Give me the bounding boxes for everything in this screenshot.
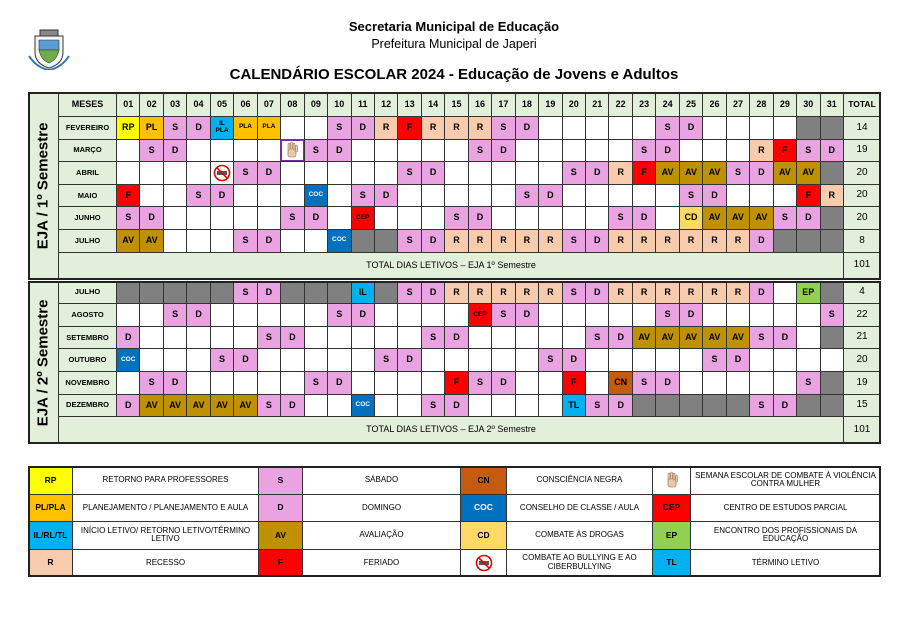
org: Secretaria Municipal de Educação	[348, 19, 560, 34]
semester-side: EJA / 2º Semestre	[28, 280, 59, 445]
legend-text: ENCONTRO DOS PROFISSIONAIS DA EDUCAÇÃO	[690, 521, 881, 550]
legend-code: AV	[258, 521, 303, 550]
semester-side: EJA / 1º Semestre	[28, 92, 59, 280]
legend-code: EP	[652, 521, 691, 550]
day-header: 08	[280, 92, 305, 117]
hand-icon	[667, 472, 678, 488]
legend-text: RECESSO	[72, 548, 259, 577]
no-bullying-icon	[213, 164, 231, 182]
icon-cell	[209, 161, 235, 185]
legend-code: IL/RL/TL	[28, 521, 73, 550]
semester-total: 101	[843, 416, 881, 445]
semester-total-label: TOTAL DIAS LETIVOS – EJA 2º Semestre	[58, 416, 844, 445]
crest	[28, 29, 70, 70]
hand-icon	[288, 142, 299, 158]
legend-text: SÁBADO	[302, 466, 461, 495]
legend-frame	[28, 466, 881, 577]
day-header: 24	[655, 92, 680, 117]
subtitle: Prefeitura Municipal de Japeri	[371, 37, 537, 51]
day-header: 30	[796, 92, 821, 117]
legend-code: PL/PLA	[28, 493, 73, 522]
day-header: 28	[749, 92, 774, 117]
legend-icon	[460, 548, 507, 577]
legend-text: CONSELHO DE CLASSE / AULA	[506, 493, 653, 522]
day-header: 22	[608, 92, 633, 117]
day-header: 27	[725, 92, 751, 117]
legend-code: F	[258, 548, 303, 577]
legend-text: SEMANA ESCOLAR DE COMBATE À VIOLÊNCIA CO…	[690, 466, 881, 495]
day-header: 03	[162, 92, 188, 117]
semester-frame	[28, 92, 881, 280]
legend-code: COC	[460, 493, 507, 522]
title: CALENDÁRIO ESCOLAR 2024 - Educação de Jo…	[229, 66, 679, 83]
legend-text: TÉRMINO LETIVO	[690, 548, 881, 577]
legend-code: CD	[460, 521, 507, 550]
semester-total: 101	[843, 251, 881, 280]
day-header: 06	[233, 92, 258, 117]
legend-code: TL	[652, 548, 691, 577]
no-bullying-icon	[475, 554, 492, 572]
day-header: 25	[678, 92, 704, 117]
semester-frame	[28, 280, 881, 445]
